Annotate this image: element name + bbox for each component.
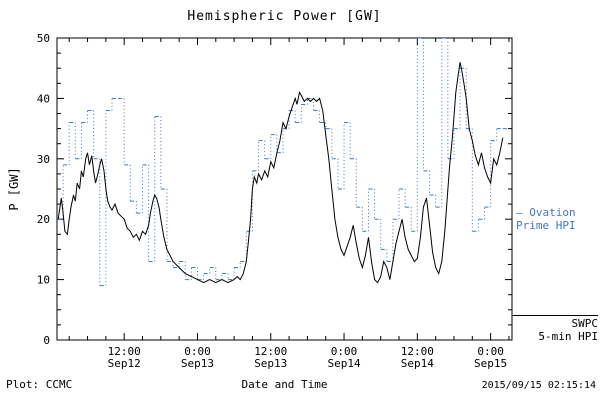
svg-text:Sep13: Sep13	[254, 357, 287, 370]
plot-credit: Plot: CCMC	[6, 378, 73, 391]
legend-ovation-line2: Prime HPI	[516, 219, 576, 233]
svg-text:Sep14: Sep14	[327, 357, 360, 370]
page-title: Hemispheric Power [GW]	[187, 9, 382, 24]
svg-text:Sep12: Sep12	[108, 357, 141, 370]
legend-ovation-prime-hpi: – Ovation Prime HPI	[516, 206, 600, 232]
plot-timestamp: 2015/09/15 02:15:14	[481, 380, 596, 391]
svg-text:0:00: 0:00	[184, 345, 211, 358]
legend-swpc-5min-hpi: SWPC 5-min HPI	[512, 317, 599, 343]
svg-text:Sep15: Sep15	[474, 357, 507, 370]
y-axis-label: P [GW]	[7, 167, 21, 211]
svg-text:0: 0	[43, 334, 50, 347]
legend-ovation-line1: – Ovation	[516, 206, 576, 219]
svg-text:Sep13: Sep13	[181, 357, 214, 370]
svg-text:12:00: 12:00	[254, 345, 287, 358]
svg-text:30: 30	[37, 153, 50, 166]
svg-text:12:00: 12:00	[401, 345, 434, 358]
swpc-legend-line-sample	[512, 315, 598, 316]
x-axis-label: Date and Time	[241, 378, 328, 391]
svg-text:10: 10	[37, 274, 50, 287]
svg-text:0:00: 0:00	[477, 345, 504, 358]
svg-text:50: 50	[37, 32, 50, 45]
svg-text:Sep14: Sep14	[401, 357, 434, 370]
svg-text:0:00: 0:00	[331, 345, 358, 358]
legend-swpc-line2: 5-min HPI	[538, 329, 598, 343]
legend-swpc-line1: SWPC	[571, 317, 599, 330]
svg-text:20: 20	[37, 213, 50, 226]
svg-text:40: 40	[37, 92, 50, 105]
svg-text:12:00: 12:00	[108, 345, 141, 358]
